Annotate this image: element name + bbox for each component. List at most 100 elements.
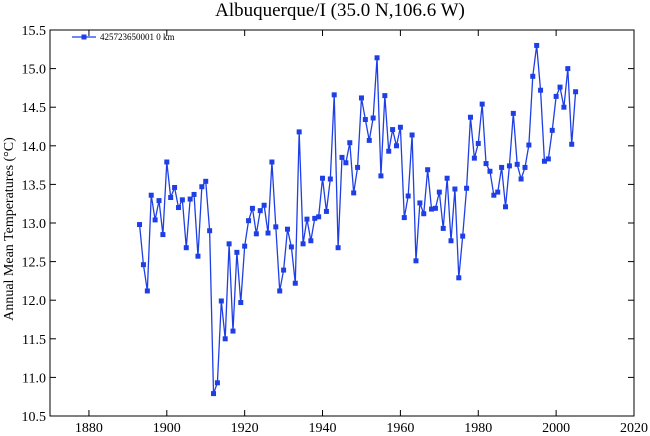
data-point [394, 143, 400, 149]
y-tick-label: 13.5 [22, 178, 47, 193]
x-tick-label: 1920 [231, 421, 259, 436]
data-point [226, 241, 232, 247]
data-point [179, 197, 185, 203]
data-point [471, 155, 477, 161]
y-axis: 10.5 11.0 11.5 12.0 12.5 13.0 13.5 14.0 14.5 15.0… [22, 24, 634, 425]
data-point [140, 262, 146, 268]
data-point [187, 196, 193, 202]
data-point [343, 160, 349, 166]
data-point [464, 185, 470, 191]
data-point [409, 132, 415, 138]
data-point [246, 218, 252, 224]
data-point [339, 154, 345, 160]
data-point [183, 245, 189, 251]
data-point [312, 215, 318, 221]
data-point [222, 336, 228, 342]
data-point [351, 190, 357, 196]
data-point [335, 245, 341, 251]
data-point [320, 175, 326, 181]
data-point [518, 176, 524, 182]
data-point [522, 164, 528, 170]
data-point [137, 222, 143, 228]
data-point [378, 173, 384, 179]
data-point [238, 300, 244, 306]
x-tick-label: 1960 [386, 421, 414, 436]
data-point [413, 258, 419, 264]
data-point [207, 228, 213, 234]
data-point [156, 198, 162, 204]
y-tick-label: 10.5 [22, 410, 47, 425]
data-point [242, 243, 248, 249]
data-point [545, 156, 551, 162]
data-point [214, 380, 220, 386]
data-point [565, 66, 571, 72]
data-point [253, 231, 259, 237]
data-point [304, 216, 310, 222]
data-point [530, 73, 536, 79]
data-point [421, 211, 427, 217]
data-point [261, 202, 267, 208]
data-point [452, 186, 458, 192]
data-point [323, 208, 329, 214]
data-point [553, 93, 559, 99]
y-tick-label: 15.5 [22, 24, 47, 39]
data-point [144, 288, 150, 294]
data-point [503, 204, 509, 210]
data-point [401, 215, 407, 221]
data-point [175, 205, 181, 211]
data-point [249, 205, 255, 211]
data-point [514, 161, 520, 167]
y-tick-label: 14.5 [22, 101, 47, 116]
data-point [284, 226, 290, 232]
data-point [541, 158, 547, 164]
x-tick-label: 1880 [75, 421, 103, 436]
data-point [277, 288, 283, 294]
data-point [327, 176, 333, 182]
series-points [137, 42, 579, 397]
data-point [425, 167, 431, 173]
data-point [495, 189, 501, 195]
data-point [366, 137, 372, 143]
y-tick-label: 11.5 [22, 333, 46, 348]
y-tick-label: 12.5 [22, 256, 47, 271]
data-point [534, 42, 540, 48]
data-point [429, 206, 435, 212]
legend: 425723650001 0 km [72, 32, 175, 42]
data-point [300, 241, 306, 247]
data-point [440, 225, 446, 231]
data-point [288, 244, 294, 250]
data-point [397, 124, 403, 130]
data-point [467, 114, 473, 120]
data-point [460, 233, 466, 239]
data-point [374, 55, 380, 61]
x-tick-label: 2020 [620, 421, 648, 436]
data-point [475, 140, 481, 146]
data-point [390, 127, 396, 133]
data-point [456, 275, 462, 281]
data-point [172, 184, 178, 190]
x-tick-label: 1980 [464, 421, 492, 436]
x-tick-label: 1900 [153, 421, 181, 436]
data-point [370, 115, 376, 121]
y-tick-label: 13.0 [22, 217, 47, 232]
data-point [331, 92, 337, 98]
data-point [444, 175, 450, 181]
x-tick-label: 1940 [309, 421, 337, 436]
data-point [362, 117, 368, 123]
data-point [234, 249, 240, 255]
data-point [316, 214, 322, 220]
chart-title: Albuquerque/I (35.0 N,106.6 W) [215, 0, 465, 21]
series-line [138, 45, 577, 394]
y-tick-label: 11.0 [22, 371, 46, 386]
y-tick-label: 15.0 [22, 63, 47, 78]
y-tick-label: 14.0 [22, 140, 47, 155]
data-point [281, 267, 287, 273]
data-point [164, 159, 170, 165]
data-point [483, 161, 489, 167]
data-point [538, 87, 544, 93]
data-point [358, 95, 364, 101]
data-point [569, 141, 575, 147]
x-axis: 1880 1900 1920 1940 1960 1980 2000 2020 [75, 30, 648, 436]
data-point [265, 230, 271, 236]
data-point [230, 328, 236, 334]
